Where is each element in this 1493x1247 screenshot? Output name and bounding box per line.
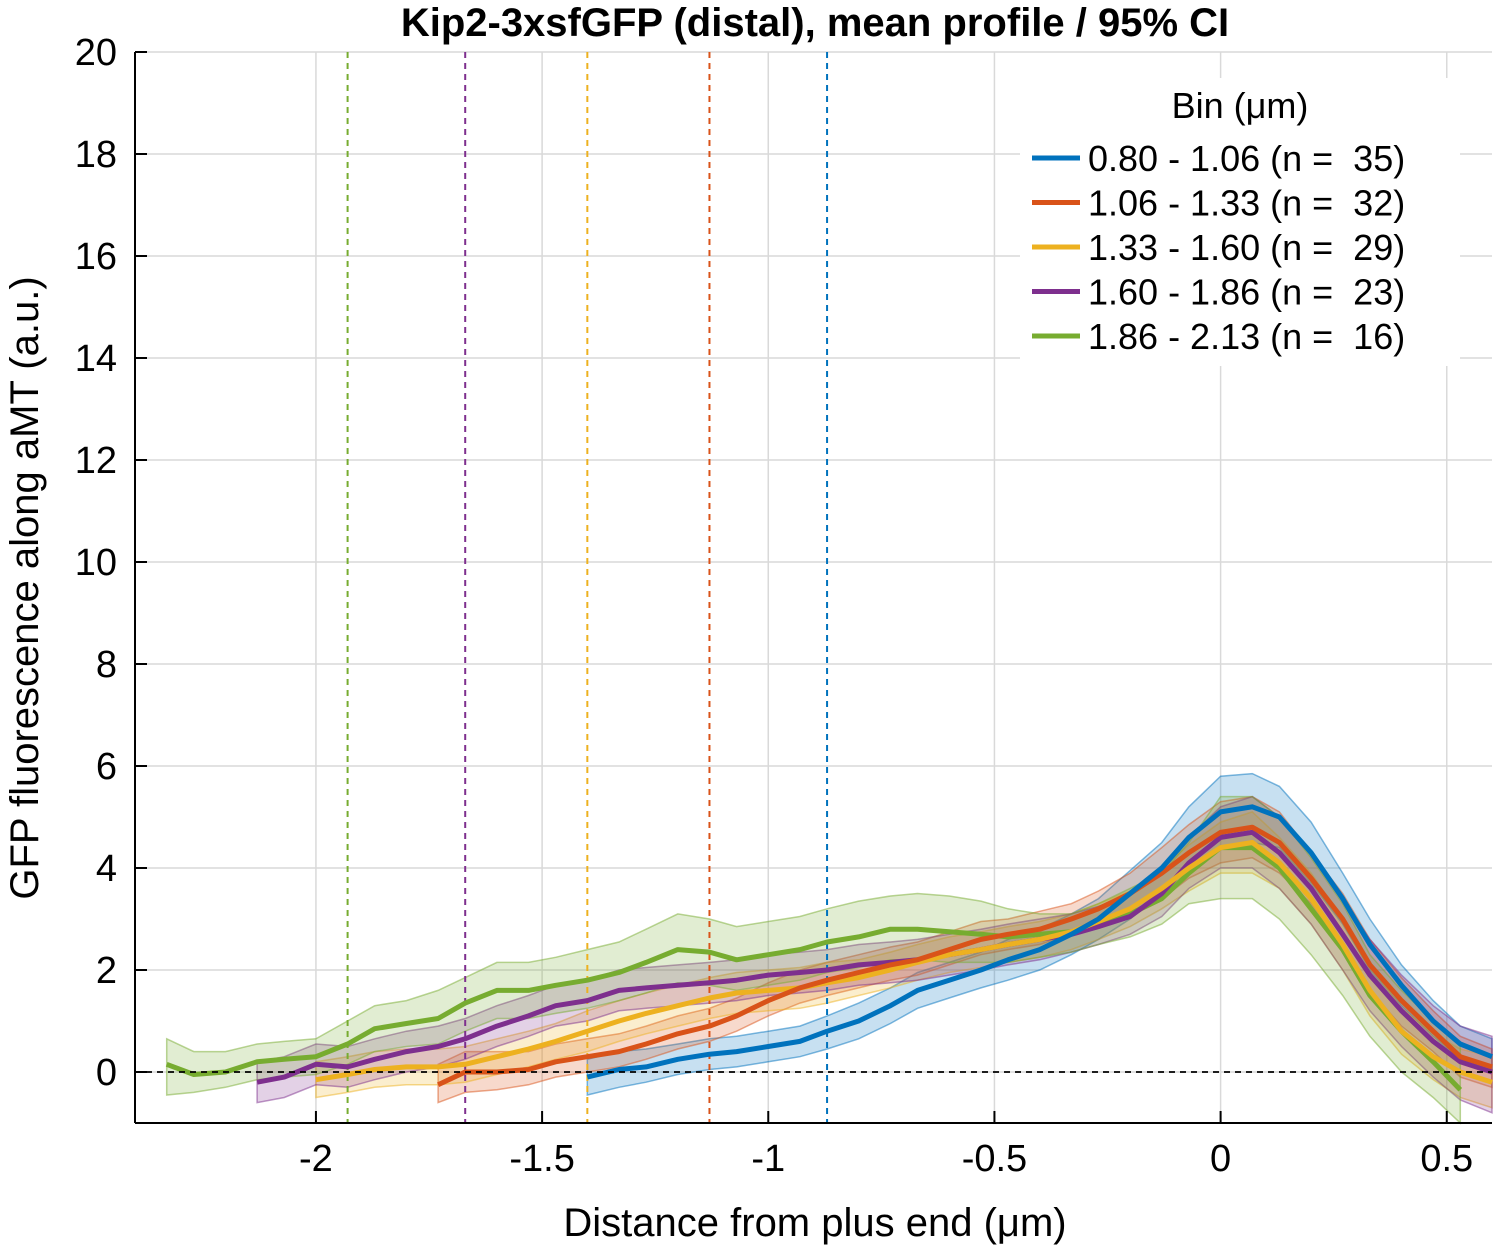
legend-label-1: 1.06 - 1.33 (n = 32) [1088, 183, 1405, 224]
y-tick-label-1: 2 [96, 950, 117, 992]
y-tick-label-0: 0 [96, 1052, 117, 1094]
y-tick-label-5: 10 [75, 542, 117, 584]
legend-label-4: 1.86 - 2.13 (n = 16) [1088, 316, 1405, 357]
x-tick-label-2: -1 [751, 1138, 785, 1180]
series-line-0 [586, 804, 1493, 1080]
legend: Bin (μm) 0.80 - 1.06 (n = 35)1.06 - 1.33 … [1020, 78, 1460, 366]
y-tick-label-9: 18 [75, 134, 117, 176]
y-axis-label: GFP fluorescence along aMT (a.u.) [3, 276, 47, 899]
chart-title: Kip2-3xsfGFP (distal), mean profile / 95… [401, 1, 1229, 45]
y-tick-label-4: 8 [96, 644, 117, 686]
y-tick-label-8: 16 [75, 236, 117, 278]
series-line-4 [165, 845, 1463, 1092]
axes: -2 -1.5 -1 -0.5 0 0.5 0 2 4 6 8 10 12 14 16 18 20 [75, 32, 1492, 1180]
series-line-2 [315, 840, 1493, 1085]
y-tick-label-6: 12 [75, 440, 117, 482]
y-tick-label-7: 14 [75, 338, 117, 380]
series-line-1 [437, 824, 1493, 1088]
legend-label-3: 1.60 - 1.86 (n = 23) [1088, 272, 1405, 313]
x-tick-label-5: 0.5 [1420, 1138, 1473, 1180]
legend-label-0: 0.80 - 1.06 (n = 35) [1088, 138, 1405, 179]
y-tick-label-10: 20 [75, 32, 117, 74]
series-line-3 [256, 829, 1493, 1085]
x-axis-label: Distance from plus end (μm) [563, 1201, 1066, 1245]
x-tick-label-3: -0.5 [962, 1138, 1027, 1180]
y-tick-label-3: 6 [96, 746, 117, 788]
legend-label-2: 1.33 - 1.60 (n = 29) [1088, 227, 1405, 268]
legend-title: Bin (μm) [1172, 85, 1309, 126]
series-lines [165, 804, 1493, 1092]
x-tick-label-4: 0 [1210, 1138, 1231, 1180]
x-tick-label-1: -1.5 [509, 1138, 574, 1180]
x-tick-label-0: -2 [299, 1138, 333, 1180]
y-tick-label-2: 4 [96, 848, 117, 890]
legend-box [1020, 78, 1460, 366]
